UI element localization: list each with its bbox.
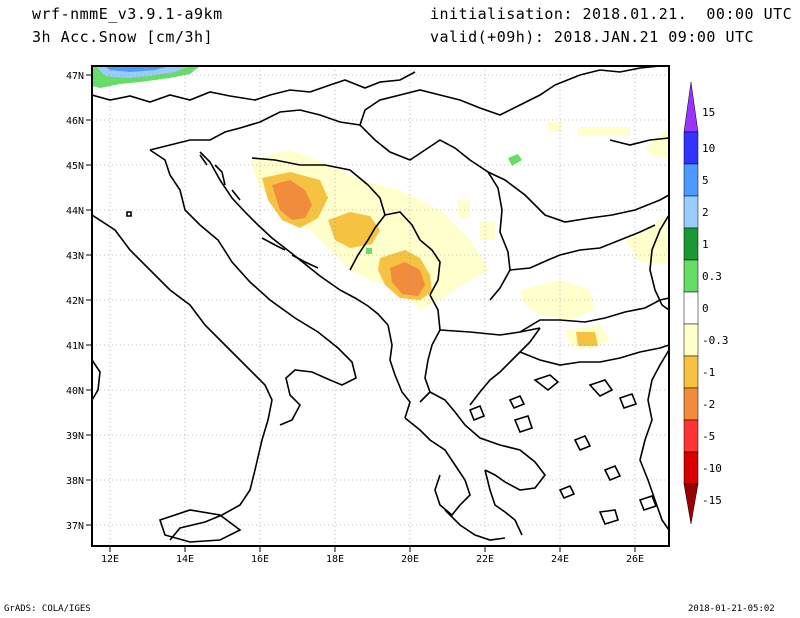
colorbar-label: 5 (702, 174, 709, 187)
colorbar-label: 10 (702, 142, 715, 155)
footer-timestamp: 2018-01-21-05:02 (688, 604, 775, 614)
graticule (92, 66, 669, 546)
colorbar-swatch (683, 81, 699, 133)
colorbar-swatch (683, 259, 699, 293)
lat-label: 38N (66, 476, 84, 487)
colorbar-swatch (683, 195, 699, 229)
coastlines-borders (92, 66, 669, 543)
lon-label: 20E (401, 554, 419, 565)
colorbar: 15 10 5 2 1 0.3 0 -0.3 -1 -2 -5 -10 -15 (683, 81, 729, 525)
lon-label: 16E (251, 554, 269, 565)
colorbar-label: 0 (702, 302, 709, 315)
colorbar-swatch (683, 323, 699, 357)
lat-label: 40N (66, 386, 84, 397)
field-name: 3h Acc.Snow [cm/3h] (32, 28, 214, 46)
colorbar-swatch (683, 387, 699, 421)
colorbar-label: -15 (702, 494, 722, 507)
lat-label: 39N (66, 431, 84, 442)
lat-label: 42N (66, 296, 84, 307)
colorbar-swatch (683, 163, 699, 197)
lon-label: 24E (551, 554, 569, 565)
colorbar-label: -5 (702, 430, 715, 443)
colorbar-label: 0.3 (702, 270, 722, 283)
colorbar-label: 2 (702, 206, 709, 219)
lat-label: 46N (66, 116, 84, 127)
axis-ticks (86, 74, 636, 552)
colorbar-swatch (683, 355, 699, 389)
lat-label: 43N (66, 251, 84, 262)
colorbar-label: -10 (702, 462, 722, 475)
lat-labels: 47N 46N 45N 44N 43N 42N 41N 40N 39N 38N … (66, 71, 84, 532)
colorbar-swatch (683, 419, 699, 453)
lon-label: 12E (101, 554, 119, 565)
footer-credit: GrADS: COLA/IGES (4, 604, 91, 614)
colorbar-label: -2 (702, 398, 715, 411)
lon-label: 14E (176, 554, 194, 565)
lat-label: 41N (66, 341, 84, 352)
init-time: initialisation: 2018.01.21. 00:00 UTC (430, 5, 793, 23)
lon-label: 22E (476, 554, 494, 565)
colorbar-swatch (683, 451, 699, 485)
map-frame (91, 65, 670, 547)
colorbar-swatch (683, 131, 699, 165)
colorbar-label: 15 (702, 106, 715, 119)
lat-label: 37N (66, 521, 84, 532)
lat-label: 45N (66, 161, 84, 172)
snow-shading (92, 66, 669, 350)
colorbar-swatch (683, 483, 699, 525)
model-name: wrf-nmmE_v3.9.1-a9km (32, 5, 223, 23)
lon-labels: 12E 14E 16E 18E 20E 22E 24E 26E (101, 554, 644, 565)
lon-label: 26E (626, 554, 644, 565)
colorbar-label: 1 (702, 238, 709, 251)
lat-label: 47N (66, 71, 84, 82)
lon-label: 18E (326, 554, 344, 565)
colorbar-label: -1 (702, 366, 715, 379)
colorbar-swatch (683, 291, 699, 325)
colorbar-swatch (683, 227, 699, 261)
colorbar-label: -0.3 (702, 334, 729, 347)
lat-label: 44N (66, 206, 84, 217)
valid-time: valid(+09h): 2018.JAN.21 09:00 UTC (430, 28, 755, 46)
